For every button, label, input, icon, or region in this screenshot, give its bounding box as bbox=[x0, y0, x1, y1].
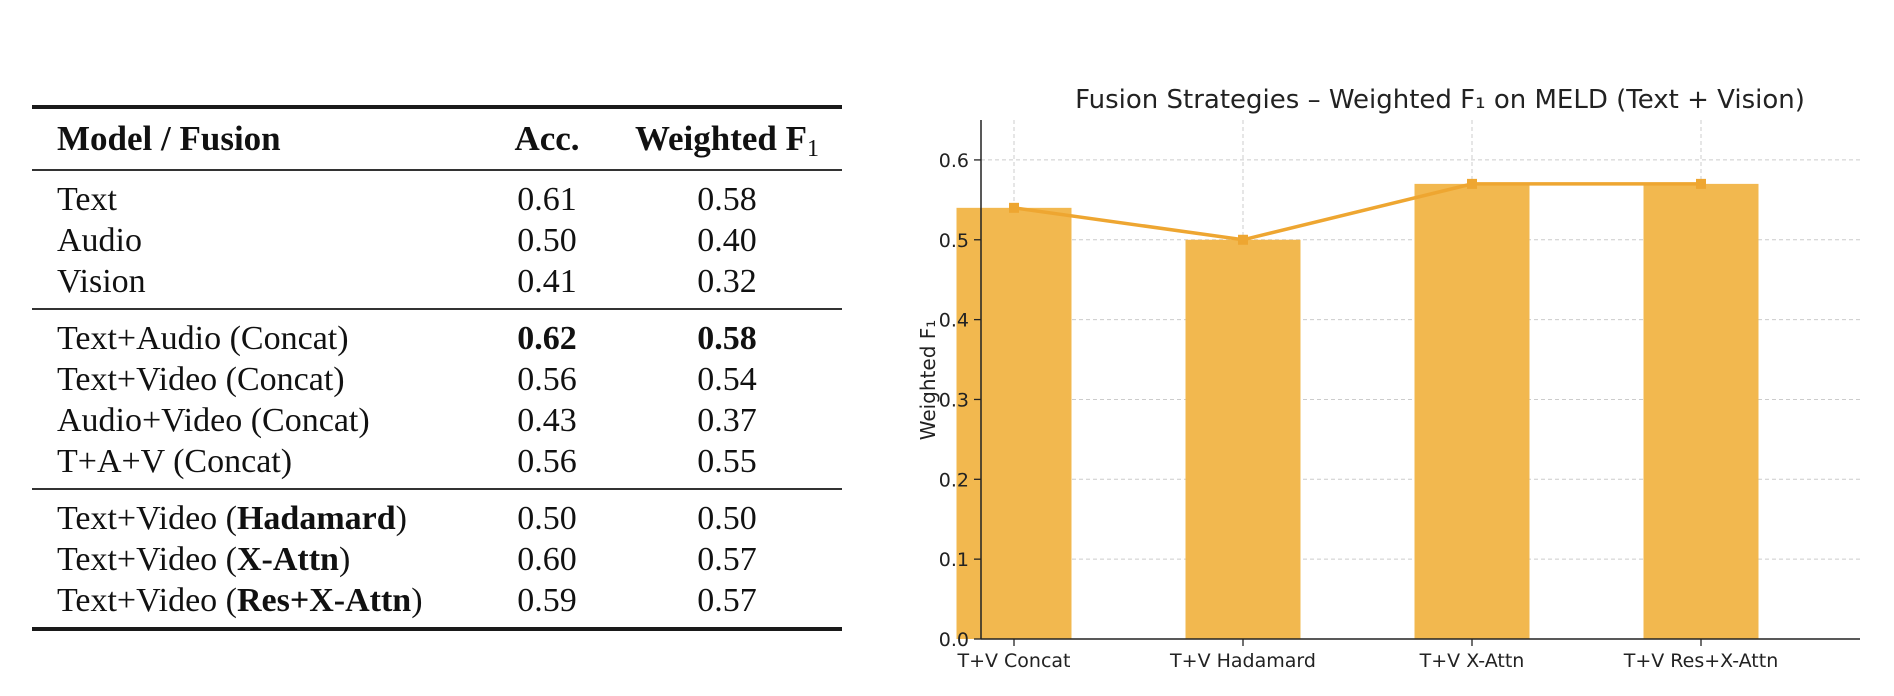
model-name-suffix: ) bbox=[395, 499, 407, 537]
table-group-fusion: Text+Video (Hadamard) 0.50 0.50 Text+Vid… bbox=[32, 490, 842, 627]
bar-t-v-x-attn bbox=[1414, 183, 1530, 639]
header-f1-subscript: 1 bbox=[807, 136, 820, 162]
f1-value: 0.50 bbox=[697, 499, 757, 537]
x-tick-label: T+V Res+X-Attn bbox=[1623, 650, 1779, 672]
x-tick-label: T+V X-Attn bbox=[1419, 650, 1525, 672]
bar-t-v-hadamard bbox=[1185, 239, 1301, 639]
f1-value-best: 0.58 bbox=[697, 319, 757, 357]
f1-trend-line bbox=[1013, 182, 1701, 242]
x-tick-label: T+V Concat bbox=[956, 650, 1070, 672]
table-row: Text+Audio (Concat) 0.62 0.58 bbox=[32, 318, 842, 359]
model-name-fusion: Res+X-Attn bbox=[236, 581, 412, 619]
y-tick-label: 0.2 bbox=[939, 469, 969, 491]
table-row: Text 0.61 0.58 bbox=[32, 179, 842, 220]
model-name: Text+Video (Res+X-Attn) bbox=[32, 582, 482, 620]
table-row: Audio 0.50 0.40 bbox=[32, 220, 842, 261]
f1-point-marker bbox=[1238, 234, 1248, 245]
f1-value: 0.37 bbox=[697, 401, 757, 439]
table-group-unimodal: Text 0.61 0.58 Audio 0.50 0.40 Vision 0.… bbox=[32, 171, 842, 308]
model-name-suffix: ) bbox=[338, 540, 351, 578]
table-top-rule bbox=[32, 105, 842, 109]
acc-value: 0.41 bbox=[517, 262, 577, 300]
chart-title: Fusion Strategies – Weighted F₁ on MELD … bbox=[1075, 85, 1805, 115]
fusion-chart: Fusion Strategies – Weighted F₁ on MELD … bbox=[900, 60, 1880, 680]
table-row: Text+Video (Concat) 0.56 0.54 bbox=[32, 359, 842, 400]
f1-point-marker bbox=[1696, 178, 1706, 189]
f1-point-marker bbox=[1467, 178, 1477, 189]
table-header-row: Model / Fusion Acc. Weighted F1 bbox=[32, 109, 842, 169]
acc-value: 0.59 bbox=[517, 581, 577, 619]
table-group-rule bbox=[32, 308, 842, 310]
acc-value: 0.56 bbox=[517, 442, 577, 480]
acc-value: 0.43 bbox=[517, 401, 577, 439]
y-tick-label: 0.3 bbox=[939, 389, 969, 411]
table-row: T+A+V (Concat) 0.56 0.55 bbox=[32, 441, 842, 482]
model-name-fusion: Hadamard bbox=[236, 499, 396, 537]
model-name: T+A+V (Concat) bbox=[57, 442, 293, 480]
model-name: Vision bbox=[57, 262, 146, 300]
table-group-rule bbox=[32, 488, 842, 490]
header-f1-text: Weighted F bbox=[634, 119, 808, 158]
model-name-suffix: ) bbox=[411, 581, 423, 619]
bars-layer bbox=[956, 183, 1759, 640]
f1-point-marker bbox=[1009, 202, 1019, 213]
line-layer bbox=[1009, 178, 1706, 245]
model-name-prefix: Text+Video ( bbox=[57, 581, 237, 619]
y-tick-label: 0.5 bbox=[939, 230, 969, 252]
model-name: Text+Video (Concat) bbox=[57, 360, 345, 398]
y-tick-label: 0.4 bbox=[939, 310, 969, 332]
f1-value: 0.57 bbox=[697, 581, 757, 619]
model-name: Text bbox=[57, 180, 117, 218]
table-row: Text+Video (Res+X-Attn) 0.59 0.57 bbox=[32, 580, 842, 621]
table-header-rule bbox=[32, 169, 842, 171]
model-name: Audio bbox=[57, 221, 142, 259]
f1-value: 0.55 bbox=[697, 442, 757, 480]
bar-t-v-concat bbox=[956, 207, 1072, 640]
acc-value: 0.61 bbox=[517, 180, 577, 218]
y-tick-label: 0.6 bbox=[939, 150, 969, 172]
table-row: Audio+Video (Concat) 0.43 0.37 bbox=[32, 400, 842, 441]
table-row: Vision 0.41 0.32 bbox=[32, 261, 842, 302]
acc-value: 0.56 bbox=[517, 360, 577, 398]
y-axis-label: Weighted F₁ bbox=[916, 320, 940, 441]
model-name-prefix: Text+Video ( bbox=[57, 499, 237, 537]
y-tick-label: 0.1 bbox=[939, 549, 969, 571]
table-bottom-rule bbox=[32, 627, 842, 631]
chart-svg: Fusion Strategies – Weighted F₁ on MELD … bbox=[916, 85, 1860, 672]
header-f1: Weighted F1 bbox=[612, 119, 842, 162]
model-name: Audio+Video (Concat) bbox=[57, 401, 370, 439]
acc-value: 0.60 bbox=[517, 540, 577, 578]
header-acc: Acc. bbox=[514, 119, 580, 158]
table-row: Text+Video (X-Attn) 0.60 0.57 bbox=[32, 539, 842, 580]
acc-value: 0.50 bbox=[517, 221, 577, 259]
y-tick-label: 0.0 bbox=[939, 629, 969, 651]
f1-value: 0.40 bbox=[697, 221, 757, 259]
f1-value: 0.58 bbox=[697, 180, 757, 218]
table-group-concat: Text+Audio (Concat) 0.62 0.58 Text+Video… bbox=[32, 310, 842, 488]
axis-layer: 0.0 0.1 0.2 0.3 0.4 0.5 0.6 T+V Concat T+V Hadam… bbox=[939, 120, 1860, 672]
model-name-fusion: X-Attn bbox=[236, 540, 339, 578]
f1-value: 0.57 bbox=[697, 540, 757, 578]
header-model: Model / Fusion bbox=[57, 119, 281, 158]
table-row: Text+Video (Hadamard) 0.50 0.50 bbox=[32, 498, 842, 539]
model-name-prefix: Text+Video ( bbox=[57, 540, 237, 578]
acc-value: 0.50 bbox=[517, 499, 577, 537]
model-name: Text+Video (Hadamard) bbox=[32, 500, 482, 538]
model-name: Text+Video (X-Attn) bbox=[32, 541, 482, 579]
f1-value: 0.54 bbox=[697, 360, 757, 398]
f1-value: 0.32 bbox=[697, 262, 757, 300]
x-tick-label: T+V Hadamard bbox=[1169, 650, 1316, 672]
bar-t-v-res-x-attn bbox=[1643, 183, 1759, 639]
model-name: Text+Audio (Concat) bbox=[57, 319, 349, 357]
acc-value-best: 0.62 bbox=[517, 319, 577, 357]
results-table: Model / Fusion Acc. Weighted F1 Text 0.6… bbox=[32, 105, 842, 631]
